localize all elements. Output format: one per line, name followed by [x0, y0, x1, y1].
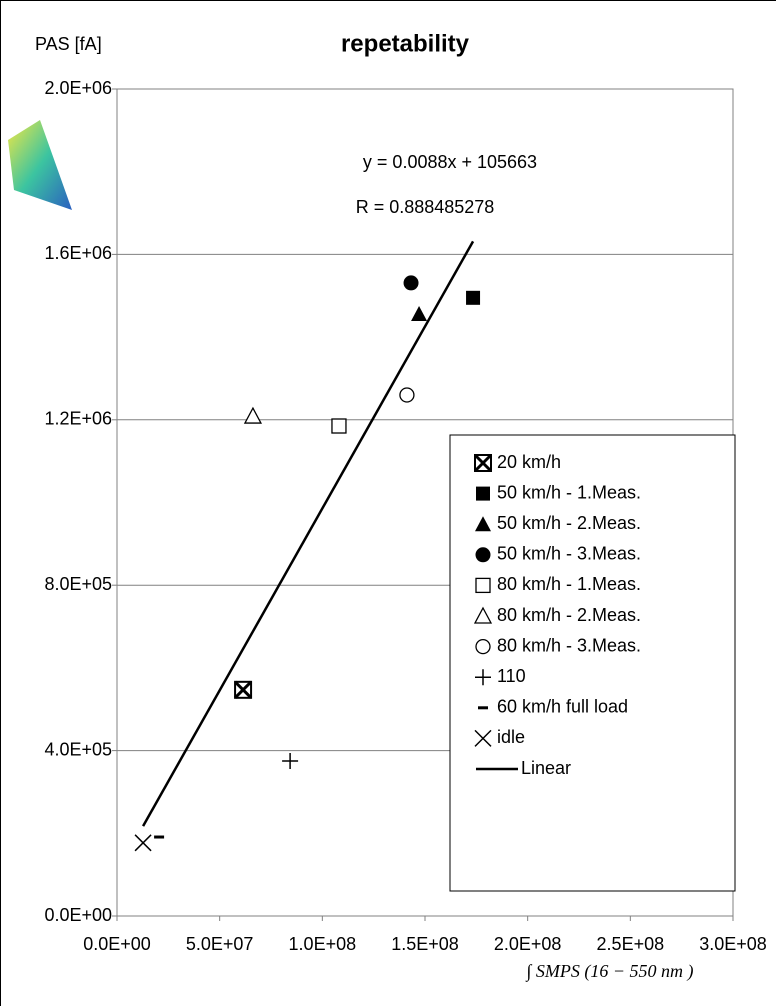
x-tick-label: 5.0E+07 — [186, 934, 254, 954]
marker-part — [399, 387, 415, 403]
legend-label: 50 km/h - 1.Meas. — [497, 482, 641, 502]
marker-part — [282, 752, 299, 769]
marker-part — [411, 305, 428, 321]
legend-label: 50 km/h - 2.Meas. — [497, 513, 641, 533]
legend-label: 110 — [497, 666, 526, 686]
legend-box — [449, 434, 736, 892]
legend-label: 50 km/h - 3.Meas. — [497, 544, 641, 564]
x-tick-label: 3.0E+08 — [699, 934, 767, 954]
marker-part — [475, 669, 491, 686]
marker — [282, 752, 299, 769]
marker — [411, 305, 428, 321]
marker-part — [403, 275, 419, 291]
x-axis-label: ∫ SMPS (16 − 550 nm ) — [525, 961, 693, 982]
decoration — [8, 120, 72, 210]
legend-symbol — [475, 638, 491, 655]
legend-symbol — [475, 669, 491, 686]
legend-label: 80 km/h - 2.Meas. — [497, 605, 641, 625]
legend-symbol — [476, 486, 490, 501]
x-tick-label: 1.5E+08 — [391, 934, 459, 954]
marker — [403, 275, 419, 291]
marker — [243, 406, 263, 424]
marker — [331, 418, 347, 434]
legend-symbol — [475, 516, 491, 532]
legend-label: 20 km/h — [497, 452, 561, 472]
legend-symbol — [473, 606, 493, 624]
marker — [399, 387, 415, 403]
y-tick-label: 1.2E+06 — [44, 409, 112, 429]
chart-title: repetability — [341, 30, 470, 57]
marker-part — [331, 418, 347, 434]
marker-part — [476, 486, 490, 501]
equation: y = 0.0088x + 105663 — [363, 152, 537, 172]
legend-symbol — [474, 729, 492, 747]
legend-label: 80 km/h - 3.Meas. — [497, 635, 641, 655]
legend-label: 80 km/h - 1.Meas. — [497, 574, 641, 594]
marker-part — [134, 834, 152, 852]
marker-part — [243, 406, 263, 424]
y-tick-label: 1.6E+06 — [44, 243, 112, 263]
marker-part — [473, 453, 493, 473]
legend-symbol — [473, 453, 493, 473]
x-tick-label: 1.0E+08 — [289, 934, 357, 954]
marker — [466, 290, 481, 305]
marker — [234, 680, 253, 699]
y-tick-label: 4.0E+05 — [44, 739, 112, 759]
legend-symbol — [475, 577, 491, 594]
marker-part — [234, 680, 253, 699]
legend: 20 km/h 50 km/h - 1.Meas. 50 km/h - 2.Meas… — [449, 434, 736, 892]
legend-label: idle — [497, 727, 525, 747]
marker-part — [475, 516, 491, 532]
y-tick-label: 8.0E+05 — [44, 574, 112, 594]
x-tick-label: 2.0E+08 — [494, 934, 562, 954]
marker-part — [466, 290, 481, 305]
marker-part — [475, 638, 491, 655]
legend-symbol — [475, 547, 491, 563]
marker — [134, 834, 152, 852]
x-tick-label: 2.5E+08 — [597, 934, 665, 954]
y-tick-label: 2.0E+06 — [44, 78, 112, 98]
y-tick-label: 0.0E+00 — [44, 905, 112, 925]
legend-label: 60 km/h full load — [497, 697, 628, 717]
marker-part — [474, 729, 492, 747]
r-value: R = 0.888485278 — [356, 197, 495, 217]
x-tick-label: 0.0E+00 — [83, 934, 151, 954]
marker-part — [475, 577, 491, 594]
marker-part — [473, 606, 493, 624]
legend-label: Linear — [521, 758, 571, 778]
marker-part — [475, 547, 491, 563]
trendline — [141, 240, 475, 827]
y-axis-label: PAS [fA] — [35, 34, 102, 54]
